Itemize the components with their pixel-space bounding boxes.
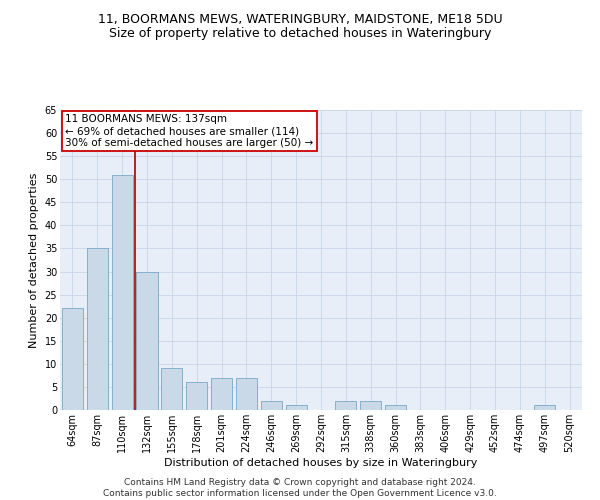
X-axis label: Distribution of detached houses by size in Wateringbury: Distribution of detached houses by size … — [164, 458, 478, 468]
Bar — [335, 401, 356, 410]
Text: 11, BOORMANS MEWS, WATERINGBURY, MAIDSTONE, ME18 5DU: 11, BOORMANS MEWS, WATERINGBURY, MAIDSTO… — [98, 12, 502, 26]
Bar — [87, 248, 108, 410]
Bar — [62, 308, 83, 410]
Bar — [211, 378, 232, 410]
Bar — [261, 401, 282, 410]
Bar — [112, 174, 133, 410]
Y-axis label: Number of detached properties: Number of detached properties — [29, 172, 39, 348]
Bar — [186, 382, 207, 410]
Text: Contains HM Land Registry data © Crown copyright and database right 2024.
Contai: Contains HM Land Registry data © Crown c… — [103, 478, 497, 498]
Bar — [286, 406, 307, 410]
Text: Size of property relative to detached houses in Wateringbury: Size of property relative to detached ho… — [109, 28, 491, 40]
Text: 11 BOORMANS MEWS: 137sqm
← 69% of detached houses are smaller (114)
30% of semi-: 11 BOORMANS MEWS: 137sqm ← 69% of detach… — [65, 114, 313, 148]
Bar — [360, 401, 381, 410]
Bar — [136, 272, 158, 410]
Bar — [385, 406, 406, 410]
Bar — [236, 378, 257, 410]
Bar — [161, 368, 182, 410]
Bar — [534, 406, 555, 410]
